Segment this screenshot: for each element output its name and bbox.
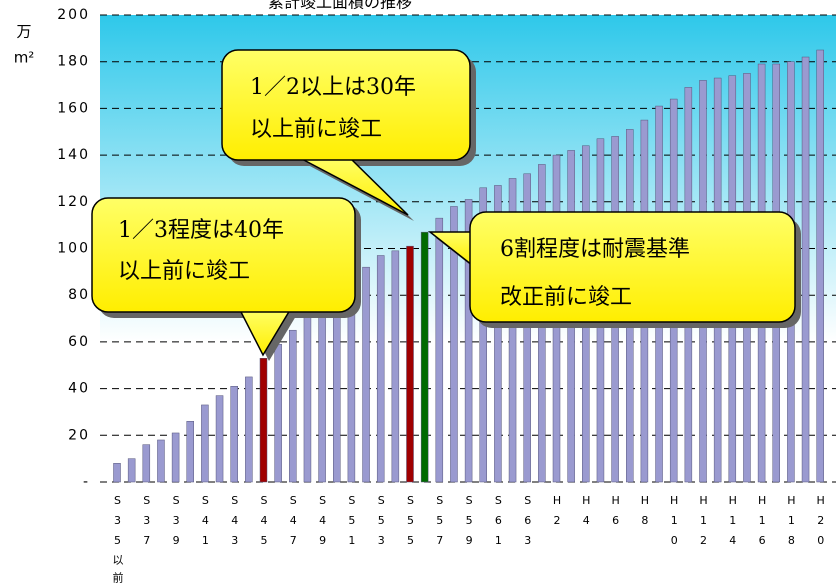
chart-title: 累計竣工面積の推移: [268, 0, 412, 12]
bar: [362, 266, 370, 483]
bar: [376, 255, 385, 483]
y-tick-label: 200: [57, 7, 90, 23]
y-tick-label: 120: [57, 194, 90, 210]
x-tick-label: S55: [404, 494, 417, 554]
x-tick-label: S51: [345, 494, 358, 554]
bar: [333, 292, 341, 483]
x-tick-label: S57: [433, 494, 446, 554]
bar: [494, 185, 502, 483]
y-unit: 万: [16, 23, 31, 41]
y-tick-label: 80: [68, 287, 90, 303]
callout-shadow: [306, 164, 414, 221]
y-tick-label: 180: [57, 54, 90, 70]
x-tick-label: S53: [375, 494, 388, 554]
x-tick-label: S43: [228, 494, 241, 554]
x-tick-label: H14: [726, 494, 739, 554]
bar: [816, 49, 824, 483]
y-unit: m²: [14, 49, 35, 67]
x-tick-label: S41: [199, 494, 212, 554]
x-tick-label: S37: [140, 494, 153, 554]
x-tick-label: H2: [551, 494, 564, 534]
callout-box: [91, 197, 356, 313]
callout-text: 以上前に竣工: [250, 117, 382, 142]
callouts: 1／2以上は30年以上前に竣工1／3程度は40年以上前に竣工6割程度は耐震基準改…: [91, 49, 801, 361]
callout-text: 1／2以上は30年: [250, 75, 416, 100]
x-tick-label: H20: [814, 494, 827, 554]
y-tick-label: 40: [68, 381, 90, 397]
x-tick-label: S63: [521, 494, 534, 554]
y-tick-label: 160: [57, 100, 90, 116]
bar: [259, 357, 268, 483]
x-tick-label: H18: [785, 494, 798, 554]
bar: [171, 432, 180, 483]
bar: [201, 404, 209, 483]
bar: [245, 376, 253, 483]
bar: [113, 463, 121, 483]
y-tick-label: 100: [57, 241, 90, 257]
bar: [303, 313, 312, 483]
x-tick-label: S35以前: [111, 494, 124, 583]
x-tick-label: S61: [492, 494, 505, 554]
x-tick-label: H12: [697, 494, 710, 554]
bar: [450, 206, 458, 483]
x-tick-label: H6: [609, 494, 622, 534]
callout-box: [221, 49, 471, 161]
bar: [289, 329, 297, 483]
y-tick-label: -: [83, 474, 90, 490]
callout-text: 以上前に竣工: [118, 259, 250, 284]
callout-text: 改正前に竣工: [500, 285, 632, 310]
x-tick-label: S59: [463, 494, 476, 554]
x-tick-label: S47: [287, 494, 300, 554]
bar: [479, 187, 487, 483]
x-tick-label: H4: [580, 494, 593, 534]
bar: [391, 250, 400, 483]
bar: [420, 231, 429, 483]
x-tick-label: S49: [316, 494, 329, 554]
bar: [142, 444, 151, 483]
bar: [274, 343, 282, 483]
bar: [215, 395, 224, 483]
x-tick-label: H16: [756, 494, 769, 554]
bar: [464, 199, 473, 483]
bar: [318, 301, 326, 483]
bar: [435, 217, 444, 483]
bar: [157, 439, 165, 483]
y-tick-label: 60: [68, 334, 90, 350]
callout-box: [469, 211, 796, 323]
callout-text: 1／3程度は40年: [118, 218, 284, 243]
y-tick-label: 140: [57, 147, 90, 163]
bar: [127, 458, 136, 483]
y-tick-label: 20: [68, 427, 90, 443]
x-tick-label: H8: [638, 494, 651, 534]
x-tick-label: H10: [668, 494, 681, 554]
bar: [508, 178, 517, 483]
bar: [230, 386, 238, 483]
bar: [186, 421, 194, 483]
x-tick-label: S45: [258, 494, 271, 554]
callout-text: 6割程度は耐震基準: [500, 237, 690, 262]
bar: [801, 56, 810, 483]
x-tick-label: S39: [170, 494, 183, 554]
bar: [406, 245, 414, 483]
